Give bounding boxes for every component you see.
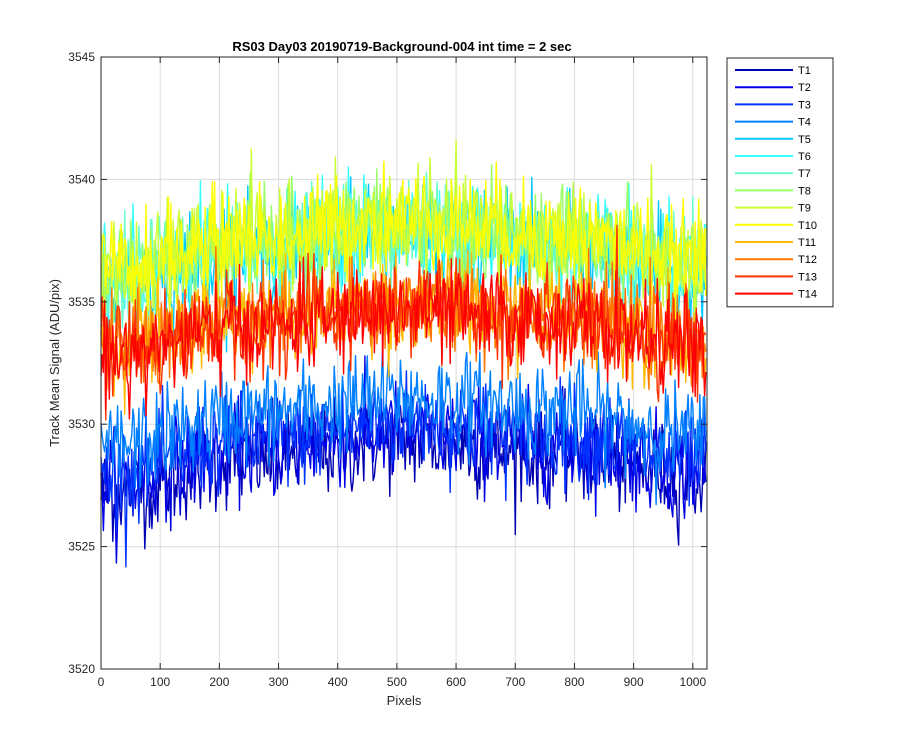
series-line-T9 — [100, 139, 707, 339]
x-tick-label: 400 — [328, 675, 348, 689]
x-tick-label: 200 — [209, 675, 229, 689]
series-line-T4 — [100, 342, 707, 506]
y-axis-label: Track Mean Signal (ADU/pix) — [47, 279, 62, 447]
x-tick-label: 900 — [624, 675, 644, 689]
legend-box — [726, 57, 834, 308]
axis-ticks: 0 100 200 300 400 500 600 700 800 900 1000 3520 3525… — [68, 50, 707, 689]
legend-entry-T6: T6 — [798, 151, 811, 163]
legend-entry-T1: T1 — [798, 65, 811, 77]
legend-entry-T14: T14 — [798, 289, 817, 301]
x-tick-label: 300 — [269, 675, 289, 689]
legend-entry-T8: T8 — [798, 185, 811, 197]
series-line-T10 — [100, 160, 707, 339]
x-tick-label: 0 — [98, 675, 105, 689]
x-tick-label: 700 — [505, 675, 525, 689]
series-line-T14 — [100, 256, 707, 420]
series-line-T13 — [100, 224, 707, 421]
x-axis-label: Pixels — [387, 693, 422, 708]
y-tick-label: 3520 — [68, 662, 95, 676]
legend-entry-T2: T2 — [798, 82, 811, 94]
x-tick-label: 800 — [564, 675, 584, 689]
y-tick-label: 3535 — [68, 295, 95, 309]
legend-entry-T13: T13 — [798, 271, 817, 283]
axes-frame — [100, 56, 708, 670]
legend-entry-T11: T11 — [798, 237, 816, 249]
y-tick-label: 3530 — [68, 417, 95, 431]
legend-entry-T9: T9 — [798, 203, 811, 215]
legend: T1 T2 T3 T4 T5 T6 T7 T8 T9 T10 T11 T12 T13 T14 — [726, 57, 834, 308]
chart-title: RS03 Day03 20190719-Background-004 int t… — [232, 39, 571, 54]
x-tick-label: 100 — [150, 675, 170, 689]
x-tick-label: 1000 — [679, 675, 706, 689]
y-tick-label: 3525 — [68, 540, 95, 554]
y-tick-label: 3540 — [68, 172, 95, 186]
legend-entry-T4: T4 — [798, 117, 811, 129]
x-tick-label: 600 — [446, 675, 466, 689]
legend-entry-T12: T12 — [798, 254, 817, 266]
x-tick-label: 500 — [387, 675, 407, 689]
series-layer — [100, 139, 707, 568]
legend-entry-T7: T7 — [798, 168, 811, 180]
legend-entry-T5: T5 — [798, 134, 811, 146]
legend-entry-T3: T3 — [798, 99, 811, 111]
legend-entry-T10: T10 — [798, 220, 817, 232]
y-tick-label: 3545 — [68, 50, 95, 64]
